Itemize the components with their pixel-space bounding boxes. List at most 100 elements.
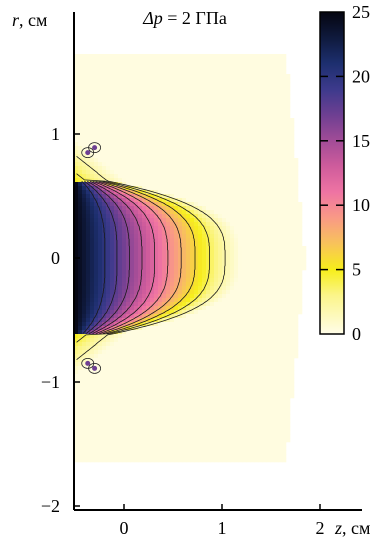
heatmap-cell [102,442,107,447]
heatmap-cell [146,382,151,387]
heatmap-cell [130,450,135,455]
heatmap-cell [118,170,123,175]
heatmap-cell [110,162,115,167]
heatmap-cell [250,414,255,419]
heatmap-cell [246,442,251,447]
heatmap-cell [222,318,227,323]
heatmap-cell [206,338,211,343]
heatmap-cell [150,110,155,115]
heatmap-cell [250,422,255,427]
heatmap-cell [206,102,211,107]
heatmap-cell [186,346,191,351]
heatmap-cell [78,218,83,223]
heatmap-cell [198,106,203,111]
heatmap-cell [250,250,255,255]
heatmap-cell [202,358,207,363]
heatmap-cell [178,318,183,323]
heatmap-cell [218,134,223,139]
heatmap-cell [158,170,163,175]
heatmap-cell [98,414,103,419]
heatmap-cell [178,186,183,191]
heatmap-cell [146,254,151,259]
heatmap-cell [102,142,107,147]
heatmap-cell [194,138,199,143]
heatmap-cell [94,314,99,319]
heatmap-cell [254,358,259,363]
heatmap-cell [90,226,95,231]
heatmap-cell [130,178,135,183]
heatmap-cell [214,350,219,355]
heatmap-cell [114,458,119,463]
heatmap-cell [162,322,167,327]
heatmap-cell [110,398,115,403]
heatmap-cell [158,446,163,451]
heatmap-cell [254,446,259,451]
heatmap-cell [262,70,267,75]
heatmap-cell [146,342,151,347]
heatmap-cell [86,262,91,267]
heatmap-cell [102,426,107,431]
heatmap-cell [226,290,231,295]
heatmap-cell [174,182,179,187]
heatmap-cell [242,110,247,115]
heatmap-cell [238,226,243,231]
heatmap-cell [266,62,271,67]
heatmap-cell [78,298,83,303]
heatmap-cell [194,98,199,103]
heatmap-cell [174,178,179,183]
heatmap-cell [202,66,207,71]
heatmap-cell [242,210,247,215]
heatmap-cell [190,390,195,395]
heatmap-cell [170,182,175,187]
heatmap-cell [106,346,111,351]
heatmap-cell [226,330,231,335]
heatmap-cell [110,202,115,207]
heatmap-cell [130,298,135,303]
heatmap-cell [166,166,171,171]
heatmap-cell [142,166,147,171]
heatmap-cell [110,114,115,119]
heatmap-cell [134,262,139,267]
heatmap-cell [206,294,211,299]
heatmap-cell [154,190,159,195]
heatmap-cell [194,114,199,119]
heatmap-cell [214,342,219,347]
heatmap-cell [74,354,79,359]
heatmap-cell [234,130,239,135]
heatmap-cell [174,186,179,191]
heatmap-cell [86,414,91,419]
heatmap-cell [138,222,143,227]
heatmap-cell [126,358,131,363]
heatmap-cell [230,418,235,423]
heatmap-cell [210,230,215,235]
heatmap-cell [254,186,259,191]
heatmap-cell [170,434,175,439]
heatmap-cell [238,414,243,419]
heatmap-cell [78,314,83,319]
heatmap-cell [250,258,255,263]
heatmap-cell [250,446,255,451]
heatmap-cell [202,374,207,379]
heatmap-cell [114,346,119,351]
heatmap-cell [242,382,247,387]
heatmap-cell [242,174,247,179]
heatmap-cell [206,410,211,415]
heatmap-cell [110,350,115,355]
heatmap-cell [214,434,219,439]
heatmap-cell [246,458,251,463]
heatmap-cell [126,290,131,295]
heatmap-cell [138,446,143,451]
heatmap-cell [230,378,235,383]
heatmap-cell [74,390,79,395]
heatmap-cell [150,262,155,267]
heatmap-cell [170,202,175,207]
heatmap-cell [138,438,143,443]
heatmap-cell [154,90,159,95]
heatmap-cell [134,454,139,459]
heatmap-cell [210,458,215,463]
heatmap-cell [74,374,79,379]
heatmap-cell [106,390,111,395]
heatmap-cell [86,202,91,207]
heatmap-cell [74,122,79,127]
heatmap-cell [218,318,223,323]
